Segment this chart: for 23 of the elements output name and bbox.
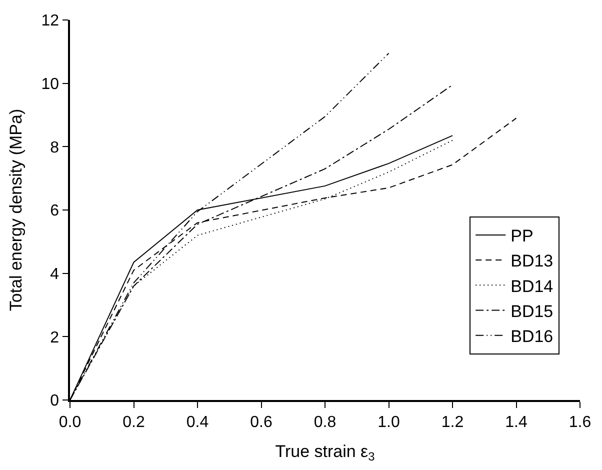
y-tick-label: 8 [50, 139, 60, 156]
y-tick-label: 0 [50, 392, 60, 410]
legend-label: BD15 [510, 302, 554, 321]
y-tick-label: 6 [50, 202, 60, 220]
y-axis-title: Total energy density (MPa) [6, 108, 26, 312]
x-tick-label: 1.6 [568, 414, 592, 431]
legend-label: BD13 [510, 252, 554, 271]
x-tick-label: 0.8 [314, 414, 336, 431]
x-tick-label: 0.2 [122, 414, 145, 431]
y-tick-label: 4 [50, 266, 60, 283]
legend-label: BD14 [510, 276, 554, 296]
y-tick-label: 2 [50, 329, 60, 346]
x-tick-label: 1.4 [505, 414, 528, 431]
x-tick-label: 1.0 [378, 414, 400, 431]
x-tick-label: 0.4 [186, 414, 209, 431]
y-tick-label: 10 [41, 76, 60, 93]
x-tick-label: 0.0 [58, 414, 82, 431]
legend-label: PP [510, 226, 534, 246]
x-tick-label: 1.2 [441, 414, 464, 431]
legend-label: BD16 [510, 326, 554, 346]
x-tick-label: 0.6 [250, 414, 272, 431]
x-axis-title: True strain ε$_{3}$ [275, 442, 376, 464]
y-tick-label: 12 [41, 12, 60, 30]
